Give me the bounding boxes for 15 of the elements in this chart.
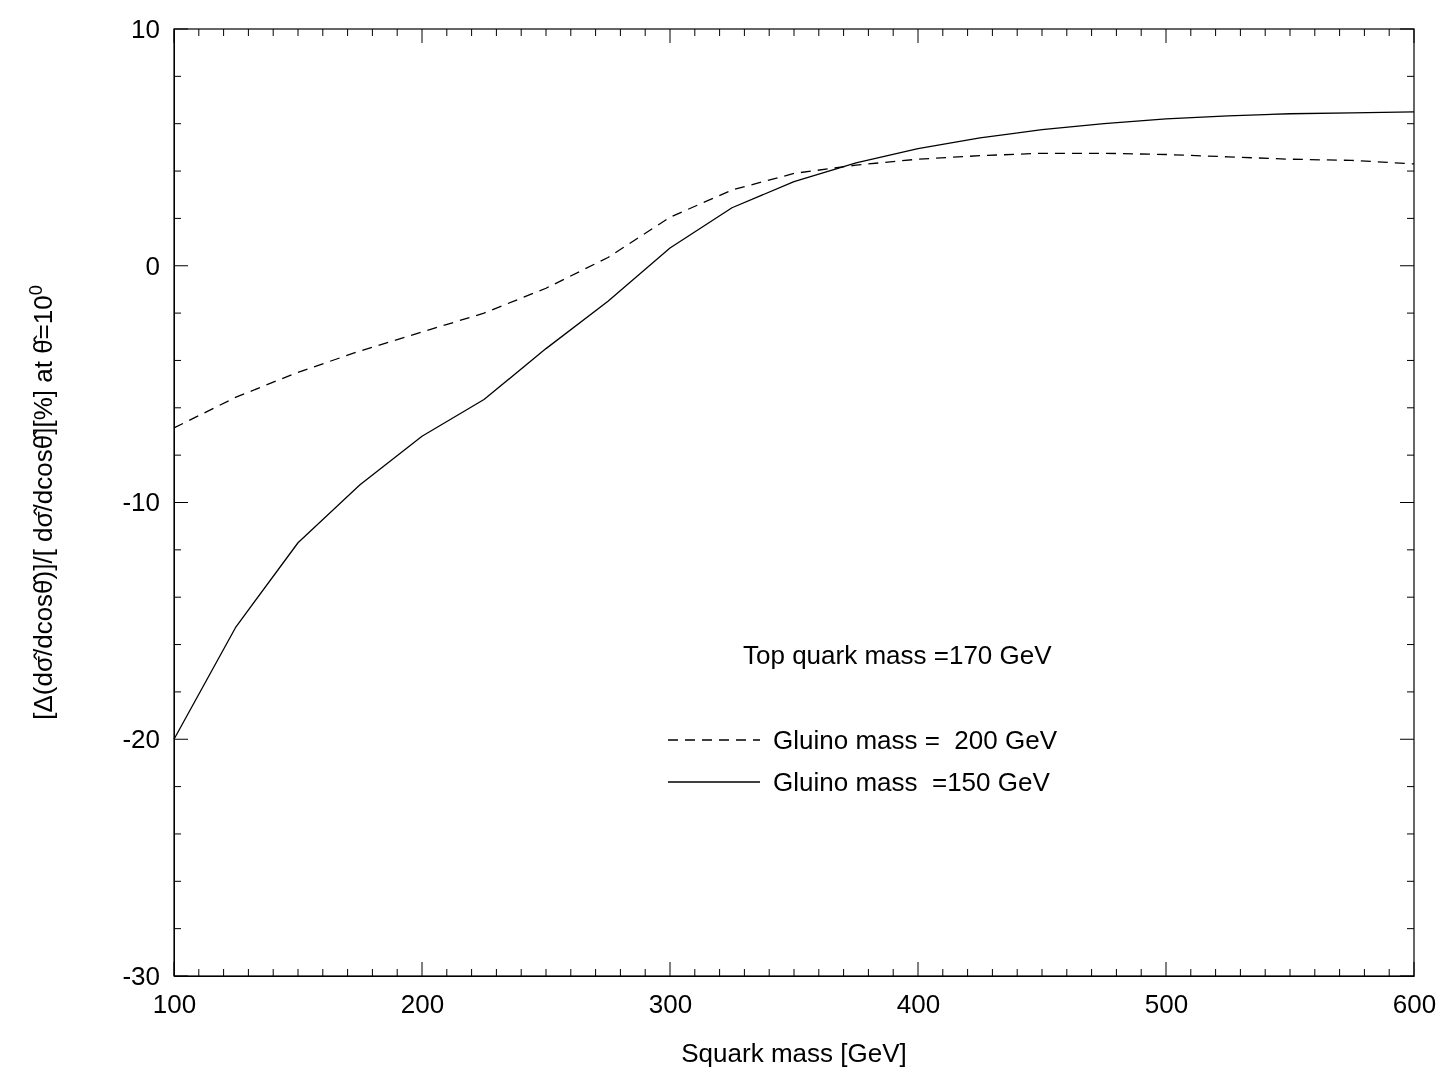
legend-title: Top quark mass =170 GeV (743, 640, 1053, 670)
y-tick-label: -20 (122, 724, 160, 755)
x-tick-label: 100 (152, 989, 197, 1020)
x-axis-title: Squark mass [GeV] (681, 1038, 907, 1068)
x-tick-label: 200 (400, 989, 445, 1020)
y-tick-label: -30 (122, 960, 160, 991)
y-tick-label: 0 (145, 250, 160, 281)
y-tick-label: -10 (122, 487, 160, 518)
x-tick-label: 400 (896, 989, 941, 1020)
y-tick-label: 10 (131, 13, 160, 44)
x-tick-label: 300 (648, 989, 693, 1020)
x-tick-label: 600 (1392, 989, 1437, 1020)
x-tick-label: 500 (1144, 989, 1189, 1020)
legend-label: Gluino mass =150 GeV (773, 767, 1051, 797)
legend-label: Gluino mass = 200 GeV (773, 725, 1058, 755)
